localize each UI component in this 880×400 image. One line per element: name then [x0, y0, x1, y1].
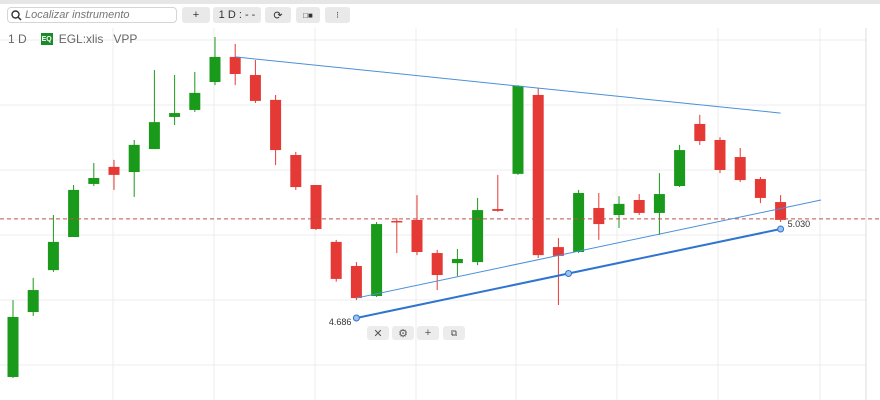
- candle-body: [169, 113, 181, 117]
- trendline-end-label: 5.030: [788, 219, 811, 229]
- drawing-add-button[interactable]: +: [417, 326, 439, 340]
- candle-body: [754, 179, 766, 198]
- candle-body: [229, 56, 241, 74]
- drawing-close-button[interactable]: ✕: [367, 326, 389, 340]
- candle-body: [189, 92, 201, 110]
- candle-body: [290, 154, 302, 188]
- candle-body: [633, 200, 645, 213]
- refresh-icon: ⟳: [273, 9, 283, 22]
- candle-body: [775, 202, 787, 220]
- candle-body: [694, 123, 706, 142]
- candle-body: [613, 203, 625, 216]
- candle-body: [270, 99, 282, 151]
- candle-body: [7, 316, 19, 377]
- drawing-settings-button[interactable]: ⚙: [392, 326, 414, 340]
- equity-badge: EQ: [40, 33, 53, 45]
- gear-icon: ⚙: [398, 327, 408, 340]
- top-border: [0, 0, 880, 4]
- candle-body: [512, 85, 524, 174]
- candle-body: [148, 122, 160, 150]
- candle-body: [593, 208, 605, 225]
- candle-body: [552, 247, 564, 256]
- candle-body: [330, 241, 342, 279]
- candle-body: [27, 290, 39, 313]
- candle-body: [492, 209, 504, 211]
- candle-body: [249, 75, 261, 101]
- candle-body: [310, 184, 322, 229]
- layout-button[interactable]: □■: [296, 7, 320, 23]
- search-icon: [11, 9, 22, 21]
- candle-body: [47, 241, 59, 271]
- candle-body: [472, 210, 484, 263]
- candle-body: [714, 139, 726, 170]
- candle-body: [128, 144, 140, 173]
- refresh-button[interactable]: ⟳: [265, 7, 291, 23]
- legend-indicator[interactable]: VPP: [113, 32, 138, 46]
- legend-symbol[interactable]: EGL:xlis: [58, 32, 104, 46]
- candle-body: [674, 150, 686, 187]
- add-button[interactable]: +: [182, 7, 210, 23]
- candle-body: [68, 189, 80, 237]
- vertical-dots-icon: ⁝: [336, 9, 339, 20]
- plus-icon: +: [424, 327, 432, 339]
- candle-body: [411, 219, 423, 253]
- copy-icon: ⧉: [450, 327, 458, 338]
- trendline-handle: [777, 225, 785, 233]
- chart-legend: 1 D EQ EGL:xlis VPP: [8, 32, 137, 46]
- interval-button[interactable]: 1 D : - -: [213, 7, 261, 23]
- more-button[interactable]: ⁝: [325, 7, 350, 23]
- candle-body: [532, 94, 544, 256]
- legend-interval: 1 D: [8, 32, 27, 46]
- candle-body: [371, 224, 383, 296]
- search-input[interactable]: [22, 9, 165, 21]
- trendline-start-label: 4.686: [329, 317, 352, 327]
- candle-body: [209, 56, 221, 83]
- candle-body: [734, 157, 746, 181]
- trendline: [356, 199, 822, 299]
- candle-body: [391, 220, 403, 223]
- candle-body: [108, 166, 120, 175]
- trendline: [235, 56, 781, 114]
- search-box[interactable]: [7, 7, 177, 23]
- candle-body: [431, 253, 443, 276]
- candle-body: [88, 178, 100, 184]
- drawing-copy-button[interactable]: ⧉: [443, 326, 465, 340]
- trendline-handle: [565, 269, 572, 277]
- layout-icon: □■: [303, 10, 313, 20]
- candle-body: [573, 193, 585, 253]
- trendline-handle: [352, 314, 360, 322]
- candle-body: [653, 194, 665, 213]
- candle-body: [350, 265, 362, 299]
- close-icon: ✕: [373, 327, 383, 340]
- candle-body: [451, 258, 463, 264]
